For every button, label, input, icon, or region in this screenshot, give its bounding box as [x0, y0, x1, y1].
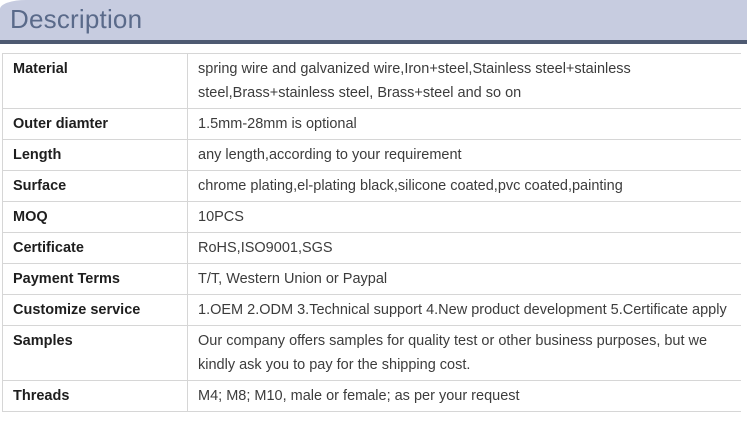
table-row: MOQ 10PCS: [2, 201, 741, 233]
section-title: Description: [10, 3, 143, 34]
table-row: Samples Our company offers samples for q…: [2, 325, 741, 381]
spec-label: Outer diamter: [2, 108, 188, 140]
table-row: Surface chrome plating,el-plating black,…: [2, 170, 741, 202]
spec-label: Surface: [2, 170, 188, 202]
product-spec-table: Material spring wire and galvanized wire…: [2, 53, 741, 412]
spec-value: Our company offers samples for quality t…: [187, 325, 741, 381]
table-row: Length any length,according to your requ…: [2, 139, 741, 171]
table-row: Customize service 1.OEM 2.ODM 3.Technica…: [2, 294, 741, 326]
spec-value: RoHS,ISO9001,SGS: [187, 232, 741, 264]
table-row: Payment Terms T/T, Western Union or Payp…: [2, 263, 741, 295]
spec-value: M4; M8; M10, male or female; as per your…: [187, 380, 741, 412]
spec-label: Certificate: [2, 232, 188, 264]
table-row: Threads M4; M8; M10, male or female; as …: [2, 380, 741, 412]
spec-value: 10PCS: [187, 201, 741, 233]
spec-label: Payment Terms: [2, 263, 188, 295]
table-row: Certificate RoHS,ISO9001,SGS: [2, 232, 741, 264]
spec-value: any length,according to your requirement: [187, 139, 741, 171]
table-row: Outer diamter 1.5mm-28mm is optional: [2, 108, 741, 140]
table-row: Material spring wire and galvanized wire…: [2, 53, 741, 109]
section-header: Description: [0, 0, 747, 44]
spec-value: T/T, Western Union or Paypal: [187, 263, 741, 295]
spec-label: Threads: [2, 380, 188, 412]
spec-label: Length: [2, 139, 188, 171]
spec-value: 1.OEM 2.ODM 3.Technical support 4.New pr…: [187, 294, 741, 326]
spec-label: Material: [2, 53, 188, 109]
spec-label: MOQ: [2, 201, 188, 233]
spec-value: 1.5mm-28mm is optional: [187, 108, 741, 140]
spec-value: spring wire and galvanized wire,Iron+ste…: [187, 53, 741, 109]
spec-label: Customize service: [2, 294, 188, 326]
spec-label: Samples: [2, 325, 188, 381]
spec-value: chrome plating,el-plating black,silicone…: [187, 170, 741, 202]
